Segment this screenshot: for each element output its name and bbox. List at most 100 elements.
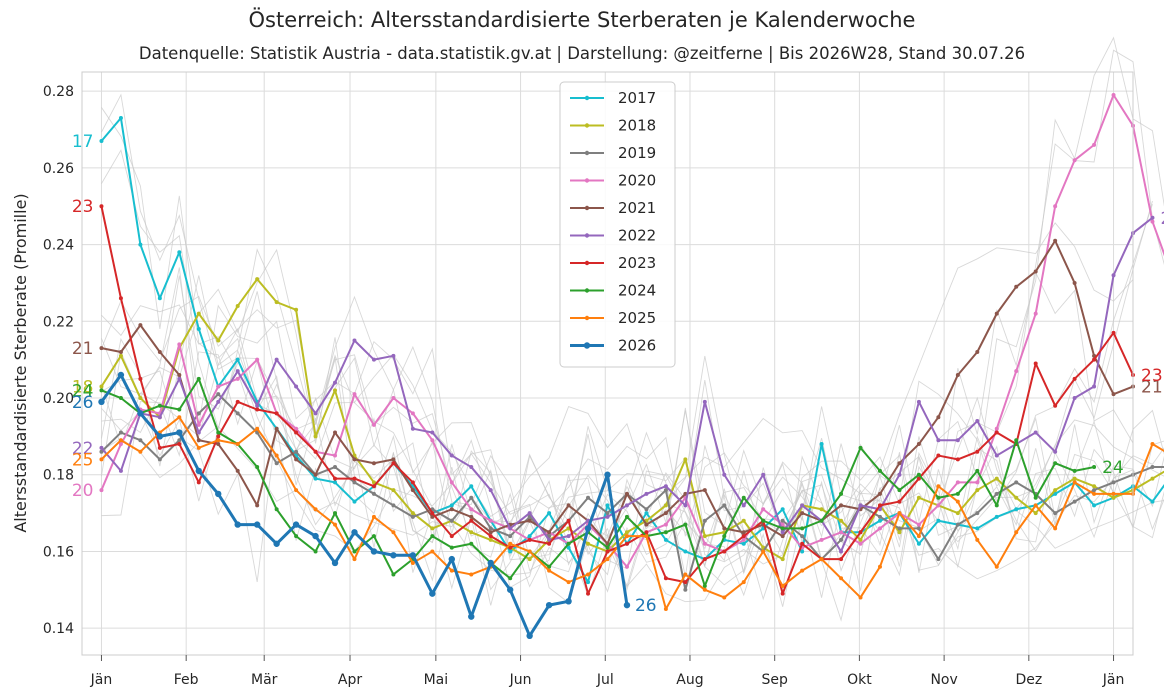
point-2018 bbox=[313, 434, 318, 439]
point-2022 bbox=[352, 338, 357, 343]
point-2019 bbox=[508, 534, 513, 539]
legend-entry-2023: 2023 bbox=[618, 254, 656, 272]
point-2023 bbox=[1111, 330, 1116, 335]
point-2026 bbox=[273, 540, 280, 547]
x-tick-label: Feb bbox=[174, 672, 199, 688]
point-2023 bbox=[235, 399, 240, 404]
point-2023 bbox=[177, 442, 182, 447]
point-2020 bbox=[936, 503, 941, 508]
point-2025 bbox=[897, 511, 902, 516]
background-line bbox=[101, 49, 1164, 570]
point-2019 bbox=[839, 537, 844, 542]
point-2023 bbox=[196, 480, 201, 485]
point-2020 bbox=[761, 507, 766, 512]
point-2024 bbox=[839, 491, 844, 496]
point-2025 bbox=[1072, 480, 1077, 485]
point-2026 bbox=[312, 532, 319, 540]
point-2017 bbox=[547, 511, 552, 516]
point-2024 bbox=[274, 507, 279, 512]
point-2020 bbox=[839, 530, 844, 535]
point-2018 bbox=[916, 495, 921, 500]
point-2017 bbox=[1014, 507, 1019, 512]
background-line bbox=[101, 222, 1134, 518]
point-2019 bbox=[371, 491, 376, 496]
point-2026 bbox=[390, 552, 397, 559]
point-2022 bbox=[1111, 273, 1116, 278]
point-2018 bbox=[955, 511, 960, 516]
point-2023 bbox=[1092, 357, 1097, 362]
point-2024 bbox=[566, 541, 571, 546]
point-2017 bbox=[566, 545, 571, 550]
legend: 2017 2018 2019 2020 2021 2022 2023 2024 2025 2026 bbox=[559, 81, 676, 368]
point-2017 bbox=[936, 518, 941, 523]
point-2021 bbox=[371, 461, 376, 466]
y-tick-label: 0.24 bbox=[43, 238, 74, 254]
point-2021 bbox=[897, 461, 902, 466]
point-2022 bbox=[605, 514, 610, 519]
point-2021 bbox=[702, 488, 707, 493]
point-2026 bbox=[487, 559, 494, 567]
point-2017 bbox=[333, 480, 338, 485]
point-2022 bbox=[371, 357, 376, 362]
point-2019 bbox=[294, 449, 299, 454]
point-2017 bbox=[800, 549, 805, 554]
point-2022 bbox=[274, 357, 279, 362]
point-2017 bbox=[916, 541, 921, 546]
point-2017 bbox=[138, 242, 143, 247]
point-2018 bbox=[780, 557, 785, 562]
point-2020 bbox=[975, 480, 980, 485]
x-tick-label: Mär bbox=[251, 672, 278, 688]
point-2018 bbox=[858, 537, 863, 542]
point-2024 bbox=[741, 495, 746, 500]
point-2024 bbox=[449, 545, 454, 550]
series-labels: 17171818192020212122222323242425252626 bbox=[72, 132, 1164, 616]
point-2025 bbox=[216, 438, 221, 443]
point-2022 bbox=[294, 384, 299, 389]
point-2026 bbox=[98, 398, 105, 406]
point-2019 bbox=[99, 449, 104, 454]
point-2025 bbox=[800, 568, 805, 573]
point-2022 bbox=[858, 503, 863, 508]
legend-marker-2023 bbox=[584, 260, 590, 266]
legend-entry-2018: 2018 bbox=[618, 117, 656, 135]
point-2019 bbox=[352, 480, 357, 485]
series-line-2026 bbox=[100, 373, 629, 638]
x-tick-label: Jän bbox=[90, 672, 113, 688]
point-2019 bbox=[157, 457, 162, 462]
point-2017 bbox=[780, 507, 785, 512]
point-2026 bbox=[331, 559, 339, 567]
point-2018 bbox=[975, 488, 980, 493]
point-2022 bbox=[216, 399, 221, 404]
point-2019 bbox=[644, 507, 649, 512]
point-2023 bbox=[858, 530, 863, 535]
point-2017 bbox=[118, 116, 123, 121]
point-2018 bbox=[118, 353, 123, 358]
point-2017 bbox=[819, 442, 824, 447]
point-2019 bbox=[955, 522, 960, 527]
point-2024 bbox=[780, 526, 785, 531]
point-2025 bbox=[780, 583, 785, 588]
point-2025 bbox=[371, 514, 376, 519]
point-2023 bbox=[527, 537, 532, 542]
point-2019 bbox=[683, 587, 688, 592]
point-2022 bbox=[177, 376, 182, 381]
point-2026 bbox=[176, 429, 183, 436]
point-2018 bbox=[294, 307, 299, 312]
point-2025 bbox=[975, 537, 980, 542]
start-label-2024: 24 bbox=[72, 381, 94, 401]
point-2017 bbox=[663, 537, 668, 542]
point-2020 bbox=[1033, 311, 1038, 316]
point-2021 bbox=[800, 511, 805, 516]
point-2021 bbox=[177, 373, 182, 378]
point-2022 bbox=[702, 399, 707, 404]
point-2025 bbox=[196, 445, 201, 450]
point-2025 bbox=[352, 557, 357, 562]
point-2026 bbox=[156, 433, 164, 440]
point-2018 bbox=[1092, 484, 1097, 489]
point-2026 bbox=[565, 598, 572, 605]
point-2022 bbox=[566, 534, 571, 539]
point-2018 bbox=[138, 396, 143, 401]
point-2026 bbox=[409, 552, 417, 559]
end-label-2023: 23 bbox=[1141, 366, 1163, 386]
